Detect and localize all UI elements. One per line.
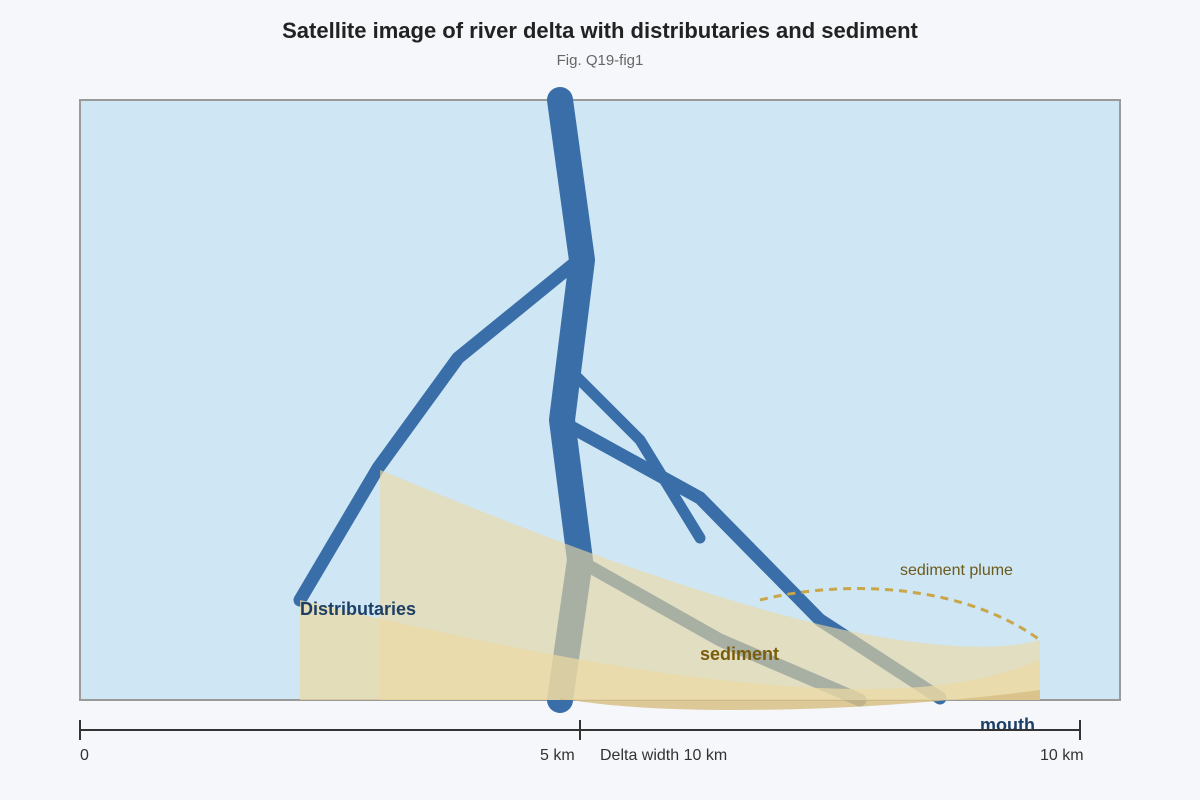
sediment-fan-upper [380,470,1040,700]
scale-bar [79,720,1081,740]
distributary-small [556,356,706,544]
distributary-west [293,255,583,607]
sediment-plume-outline [759,587,1041,642]
sediment-label: sediment [700,644,779,664]
scale-label-mid: 5 km [540,747,575,764]
sediment-shoal [560,690,1040,710]
figure-title: Satellite image of river delta with dist… [282,18,918,43]
scale-caption: Delta width 10 km [600,747,727,764]
distributaries-label: Distributaries [300,599,416,619]
mouth-label: mouth [980,715,1035,735]
sediment-plume-label: sediment plume [900,562,1013,579]
scale-label-end: 10 km [1040,747,1084,764]
sediment-deposit-lower [300,600,1040,700]
scale-label-start: 0 [80,747,89,764]
figure-subtitle: Fig. Q19-fig1 [556,52,644,69]
